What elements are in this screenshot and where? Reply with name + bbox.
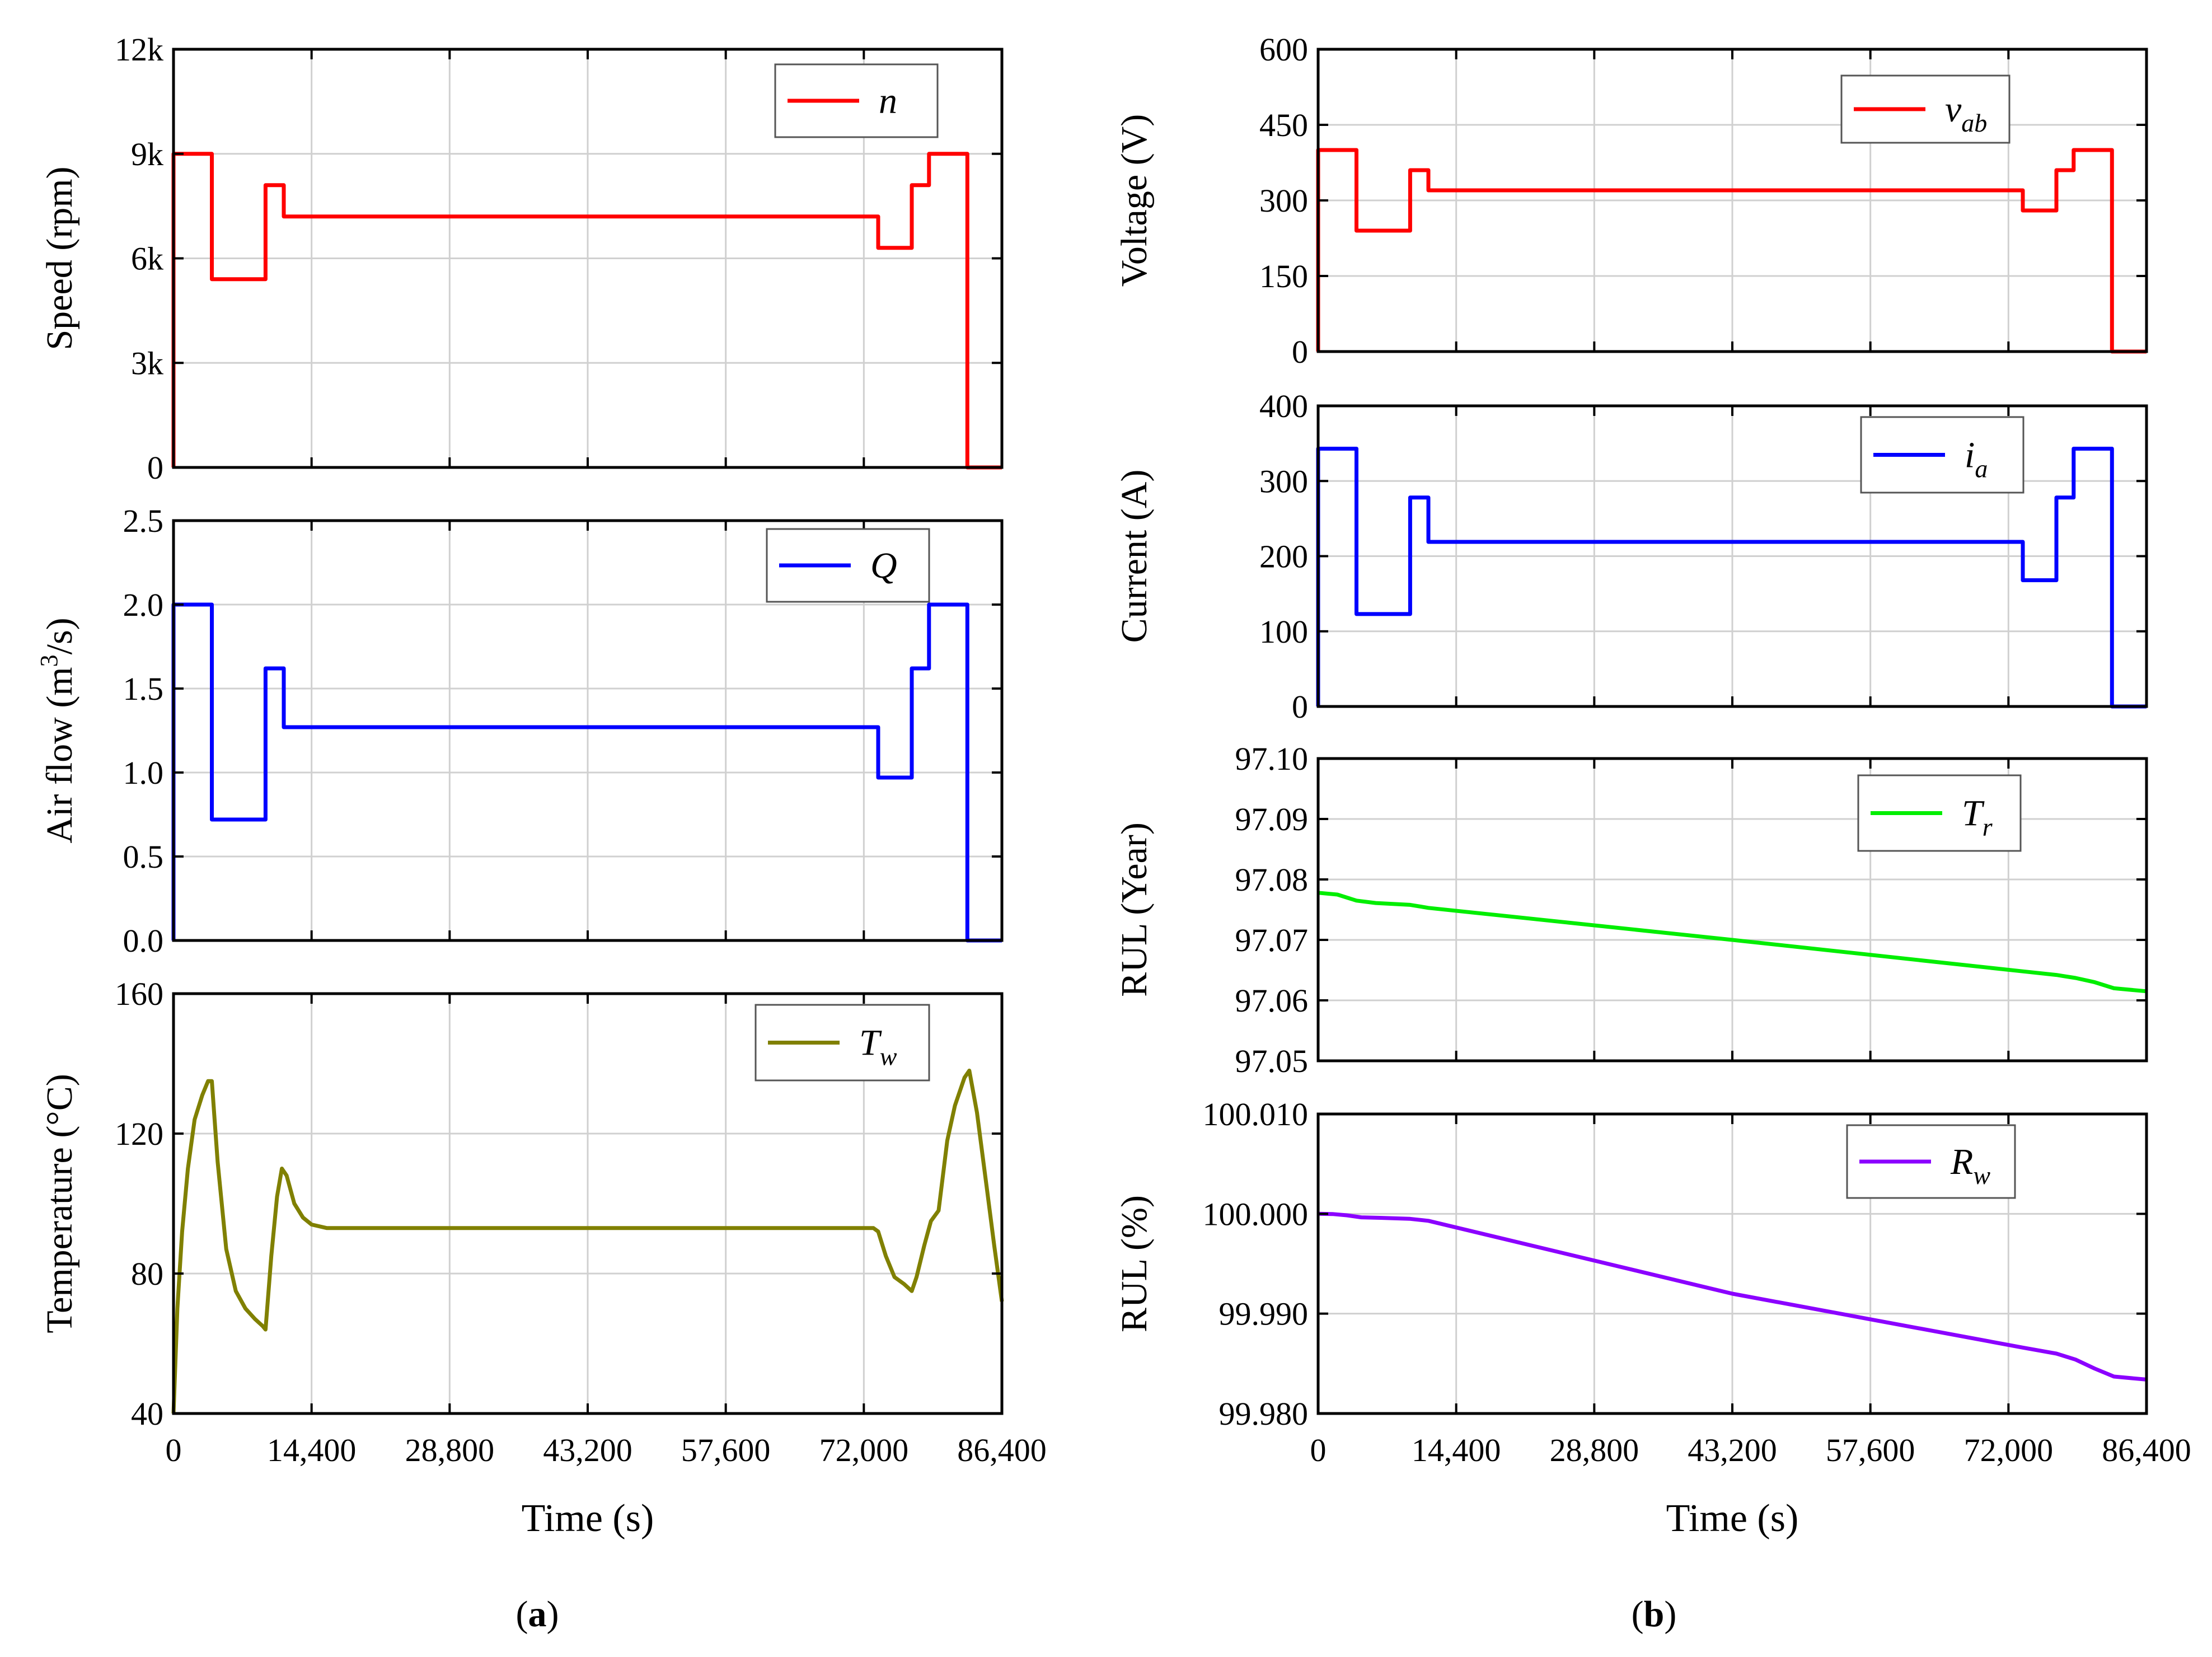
x-axis-label: Time (s) bbox=[522, 1497, 654, 1540]
legend-temperature: Tw bbox=[754, 1004, 930, 1082]
ytick-label: 300 bbox=[1259, 463, 1308, 499]
ytick-label: 400 bbox=[1259, 388, 1308, 424]
xtick-label: 0 bbox=[166, 1432, 182, 1468]
ytick-label: 0 bbox=[1292, 689, 1308, 725]
ytick-label: 9k bbox=[131, 136, 163, 172]
ytick-label: 97.08 bbox=[1235, 862, 1309, 898]
legend-current: ia bbox=[1860, 416, 2024, 494]
ytick-label: 100 bbox=[1259, 614, 1308, 650]
legend-label: Rw bbox=[1950, 1141, 1990, 1190]
ytick-label: 97.05 bbox=[1235, 1043, 1309, 1079]
xtick-label: 28,800 bbox=[405, 1432, 495, 1468]
y-axis-label: Current (A) bbox=[1114, 470, 1155, 643]
series-line-speed bbox=[171, 152, 1002, 470]
legend-label: Q bbox=[870, 545, 897, 586]
xtick-label: 72,000 bbox=[819, 1432, 909, 1468]
ytick-label: 0 bbox=[1292, 334, 1308, 370]
legend-airflow: Q bbox=[766, 528, 930, 603]
x-axis-label: Time (s) bbox=[1666, 1497, 1799, 1540]
chart-airflow: 0.0 0.5 1.0 1.5 2.0 2.5 Air flow (m3/s) Q bbox=[35, 503, 1004, 959]
chart-rul_tr: 97.05 97.06 97.07 97.08 97.09 97.10 RUL (Year)… bbox=[1114, 741, 2148, 1079]
legend-speed: n bbox=[774, 63, 939, 138]
legend-label: vab bbox=[1945, 89, 1987, 137]
legend-label: Tr bbox=[1962, 793, 1993, 841]
xtick-label: 14,400 bbox=[1412, 1432, 1501, 1468]
y-axis-label: RUL (Year) bbox=[1114, 822, 1155, 997]
ytick-label: 3k bbox=[131, 345, 163, 381]
xtick-label: 43,200 bbox=[543, 1432, 632, 1468]
caption-b: (b) bbox=[1632, 1594, 1677, 1635]
ytick-label: 1.5 bbox=[123, 671, 164, 707]
series-line-airflow bbox=[171, 602, 1002, 943]
legend-label: Tw bbox=[859, 1023, 897, 1071]
ytick-label: 150 bbox=[1259, 258, 1308, 294]
legend-rul_tr: Tr bbox=[1857, 774, 2022, 852]
ytick-label: 160 bbox=[115, 976, 163, 1012]
y-axis-label: Speed (rpm) bbox=[39, 166, 80, 350]
ytick-label: 80 bbox=[131, 1256, 163, 1292]
y-axis-label: Voltage (V) bbox=[1114, 114, 1155, 287]
ytick-label: 0.5 bbox=[123, 839, 164, 875]
legend-voltage: vab bbox=[1840, 74, 2011, 144]
y-axis-label: Temperature (°C) bbox=[39, 1074, 80, 1333]
ytick-label: 2.0 bbox=[123, 587, 164, 623]
chart-voltage: 0 150 300 450 600 Voltage (V) vab bbox=[1114, 31, 2148, 370]
ytick-label: 600 bbox=[1259, 31, 1308, 68]
xtick-label: 86,400 bbox=[957, 1432, 1047, 1468]
ytick-label: 97.06 bbox=[1235, 982, 1309, 1019]
ytick-label: 100.010 bbox=[1203, 1096, 1309, 1132]
chart-rul_rw: 99.980 99.990 100.000 100.010 0 14,400 28,800 4… bbox=[1114, 1096, 2191, 1540]
series-line-rul_tr bbox=[1318, 891, 2147, 994]
ytick-label: 1.0 bbox=[123, 755, 164, 791]
ytick-label: 99.980 bbox=[1219, 1396, 1309, 1432]
xtick-label: 43,200 bbox=[1688, 1432, 1777, 1468]
xtick-label: 28,800 bbox=[1550, 1432, 1639, 1468]
ytick-label: 12k bbox=[115, 31, 163, 68]
chart-temperature: 40 80 120 160 0 14,400 28,800 43,200 57,600 72,00… bbox=[39, 976, 1047, 1540]
ytick-label: 300 bbox=[1259, 182, 1308, 219]
legend-label: ia bbox=[1965, 435, 1988, 483]
y-axis-label: Air flow (m3/s) bbox=[35, 617, 80, 843]
series-line-voltage bbox=[1316, 148, 2147, 354]
series-line-rul_rw bbox=[1318, 1211, 2147, 1382]
xtick-label: 14,400 bbox=[267, 1432, 357, 1468]
ytick-label: 100.000 bbox=[1203, 1196, 1309, 1232]
ytick-label: 99.990 bbox=[1219, 1296, 1309, 1332]
xtick-label: 86,400 bbox=[2102, 1432, 2191, 1468]
chart-speed: 0 3k 6k 9k 12k Speed (rpm) n bbox=[39, 31, 1004, 486]
ytick-label: 97.07 bbox=[1235, 922, 1309, 958]
ytick-label: 40 bbox=[131, 1396, 163, 1432]
ytick-label: 120 bbox=[115, 1116, 163, 1152]
xtick-label: 0 bbox=[1310, 1432, 1327, 1468]
ytick-label: 0 bbox=[147, 450, 163, 486]
series-line-current bbox=[1316, 447, 2147, 709]
ytick-label: 450 bbox=[1259, 107, 1308, 143]
chart-current: 0 100 200 300 400 Current (A) ia bbox=[1114, 388, 2148, 725]
ytick-label: 97.10 bbox=[1235, 741, 1309, 777]
legend-rul_rw: Rw bbox=[1846, 1124, 2016, 1199]
xtick-label: 72,000 bbox=[1964, 1432, 2054, 1468]
ytick-label: 6k bbox=[131, 241, 163, 277]
legend-label: n bbox=[879, 81, 897, 121]
series-line-temperature bbox=[171, 1069, 1004, 1414]
xtick-label: 57,600 bbox=[1826, 1432, 1915, 1468]
ytick-label: 200 bbox=[1259, 539, 1308, 575]
ytick-label: 97.09 bbox=[1235, 801, 1309, 837]
y-axis-label: RUL (%) bbox=[1114, 1195, 1155, 1332]
xtick-label: 57,600 bbox=[681, 1432, 771, 1468]
ytick-label: 0.0 bbox=[123, 923, 164, 959]
ytick-label: 2.5 bbox=[123, 503, 164, 539]
caption-a: (a) bbox=[516, 1594, 559, 1635]
